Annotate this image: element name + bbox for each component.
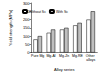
svg-text:100: 100 xyxy=(23,34,30,39)
svg-text:150: 150 xyxy=(23,25,30,30)
svg-text:300: 300 xyxy=(23,1,30,6)
svg-text:Mg-RE: Mg-RE xyxy=(72,54,84,58)
svg-text:Mg-Al: Mg-Al xyxy=(46,54,55,58)
svg-text:Mg-Zn: Mg-Zn xyxy=(59,54,69,58)
svg-text:200: 200 xyxy=(23,17,30,22)
svg-text:With Sc: With Sc xyxy=(56,10,68,14)
svg-text:alloys: alloys xyxy=(86,58,95,62)
svg-text:Without Sc: Without Sc xyxy=(29,10,46,14)
svg-text:Pure Mg: Pure Mg xyxy=(31,54,44,58)
svg-text:50: 50 xyxy=(25,42,30,47)
svg-text:Alloy series: Alloy series xyxy=(54,67,74,72)
svg-text:0: 0 xyxy=(27,50,30,55)
svg-text:Other: Other xyxy=(85,54,96,59)
svg-text:250: 250 xyxy=(22,8,30,14)
svg-text:Yield strength (MPa): Yield strength (MPa) xyxy=(8,9,13,46)
